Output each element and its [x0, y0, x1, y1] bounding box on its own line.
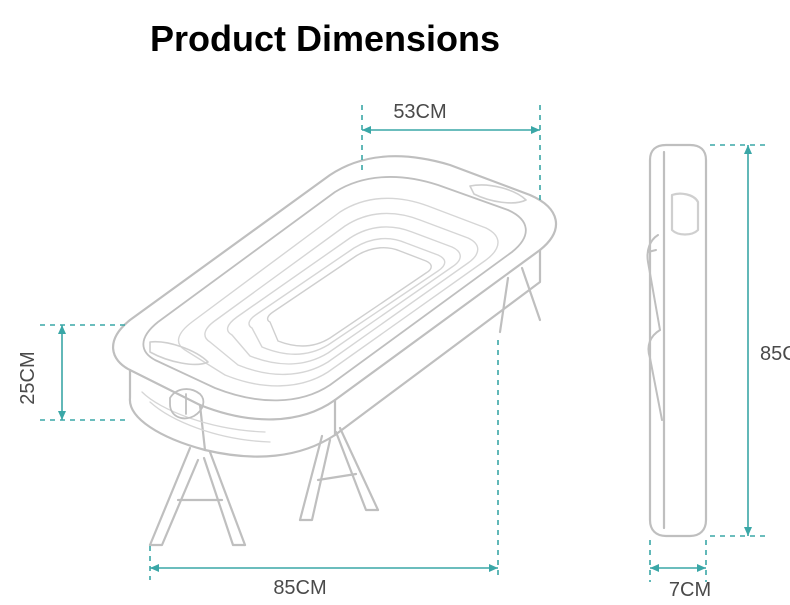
dim-label-bottom: 85CM: [273, 577, 326, 599]
dimension-diagram: 53CM 25CM 85CM 85CM 7CM: [0, 0, 790, 605]
folded-tub-view: [647, 145, 706, 536]
dim-top-width: [362, 105, 540, 200]
dim-label-fheight: 85CM: [760, 343, 790, 365]
dim-label-top: 53CM: [393, 101, 446, 123]
dim-label-left: 25CM: [17, 351, 39, 404]
dim-folded-thickness: [650, 540, 706, 582]
page-title: Product Dimensions: [150, 18, 500, 60]
dim-bottom-length: [150, 340, 498, 580]
dim-folded-height: [710, 145, 770, 536]
open-tub-view: [113, 156, 556, 545]
dim-label-fthick: 7CM: [669, 579, 711, 601]
